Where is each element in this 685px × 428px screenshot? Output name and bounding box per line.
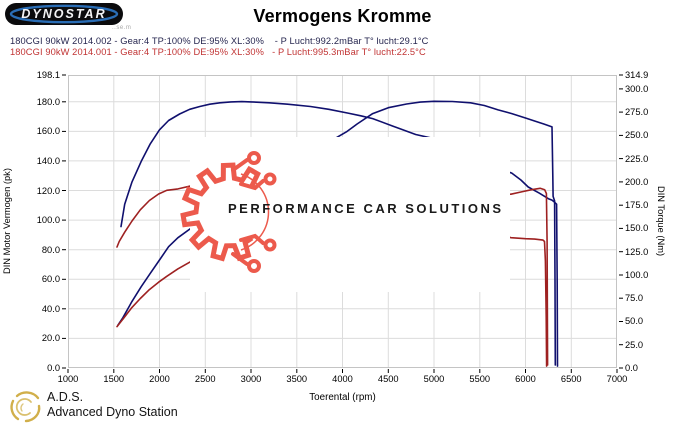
- x-tick-label: 3500: [286, 374, 308, 384]
- y-left-tick-label: 140.0: [36, 155, 60, 166]
- y-left-tick-label: 198.1: [36, 70, 60, 80]
- y-left-tick-label: 100.0: [36, 215, 60, 226]
- x-tick-label: 6000: [515, 374, 536, 384]
- y-right-tick-label: 100.0: [625, 269, 649, 280]
- x-tick-label: 2000: [149, 374, 170, 384]
- x-tick-label: 6500: [560, 374, 582, 384]
- gear-circuit-icon: [180, 151, 277, 273]
- y-right-tick-label: 225.0: [625, 153, 649, 164]
- y-right-tick-label: 75.0: [625, 293, 644, 304]
- y-left-tick-label: 120.0: [36, 185, 60, 196]
- y-right-tick-label: 25.0: [625, 339, 644, 350]
- y-right-tick-label: 50.0: [625, 316, 644, 327]
- y-right-tick-label: 125.0: [625, 246, 649, 257]
- watermark-text: PERFORMANCE CAR SOLUTIONS: [228, 201, 504, 216]
- page-title: Vermogens Kromme: [253, 6, 432, 26]
- x-tick-label: 2500: [194, 374, 216, 384]
- y-left-tick-label: 160.0: [36, 126, 60, 137]
- legend-run-001: 180CGI 90kW 2014.001 - Gear:4 TP:100% DE…: [10, 47, 426, 57]
- x-tick-label: 1500: [103, 374, 125, 384]
- y-left-tick-label: 20.0: [41, 333, 60, 344]
- y-right-tick-label: 0.0: [625, 363, 638, 373]
- ads-swirl-logo-icon: [10, 391, 41, 423]
- ads-full-name: Advanced Dyno Station: [47, 405, 178, 419]
- dynostar-logo-text: DYNOSTAR: [21, 7, 107, 21]
- y-left-tick-label: 40.0: [41, 303, 60, 314]
- dynostar-logo-ellipse-icon: [9, 4, 119, 24]
- x-tick-label: 4000: [332, 374, 353, 384]
- y-left-tick-label: 0.0: [47, 363, 60, 373]
- x-tick-label: 4500: [377, 374, 399, 384]
- x-tick-label: 5500: [469, 374, 491, 384]
- y-right-tick-label: 275.0: [625, 107, 649, 118]
- ads-abbreviation: A.D.S.: [47, 390, 84, 404]
- y-left-tick-label: 80.0: [41, 244, 60, 255]
- x-tick-label: 7000: [606, 374, 628, 384]
- y-right-tick-label: 175.0: [625, 200, 649, 211]
- x-tick-label: 3000: [240, 374, 262, 384]
- logo-fine-print: ..se.m: [112, 25, 132, 31]
- y-left-tick-label: 180.0: [36, 96, 60, 107]
- y-right-tick-label: 314.9: [625, 70, 649, 80]
- y-axis-right-title: DIN Torque (Nm): [656, 186, 666, 257]
- legend-run-002: 180CGI 90kW 2014.002 - Gear:4 TP:100% DE…: [10, 36, 429, 46]
- y-right-tick-label: 300.0: [625, 83, 649, 94]
- y-left-tick-label: 60.0: [41, 274, 60, 285]
- y-right-tick-label: 250.0: [625, 130, 649, 141]
- watermark-performance-car-solutions: PERFORMANCE CAR SOLUTIONS: [180, 137, 510, 292]
- y-right-tick-label: 200.0: [625, 176, 649, 187]
- x-tick-label: 1000: [57, 374, 79, 384]
- y-right-tick-label: 150.0: [625, 223, 649, 234]
- axis-tick-marks: [62, 74, 623, 373]
- dynostar-logo: DYNOSTAR: [5, 3, 123, 25]
- x-axis-title: Toerental (rpm): [309, 392, 376, 403]
- x-tick-label: 5000: [423, 374, 445, 384]
